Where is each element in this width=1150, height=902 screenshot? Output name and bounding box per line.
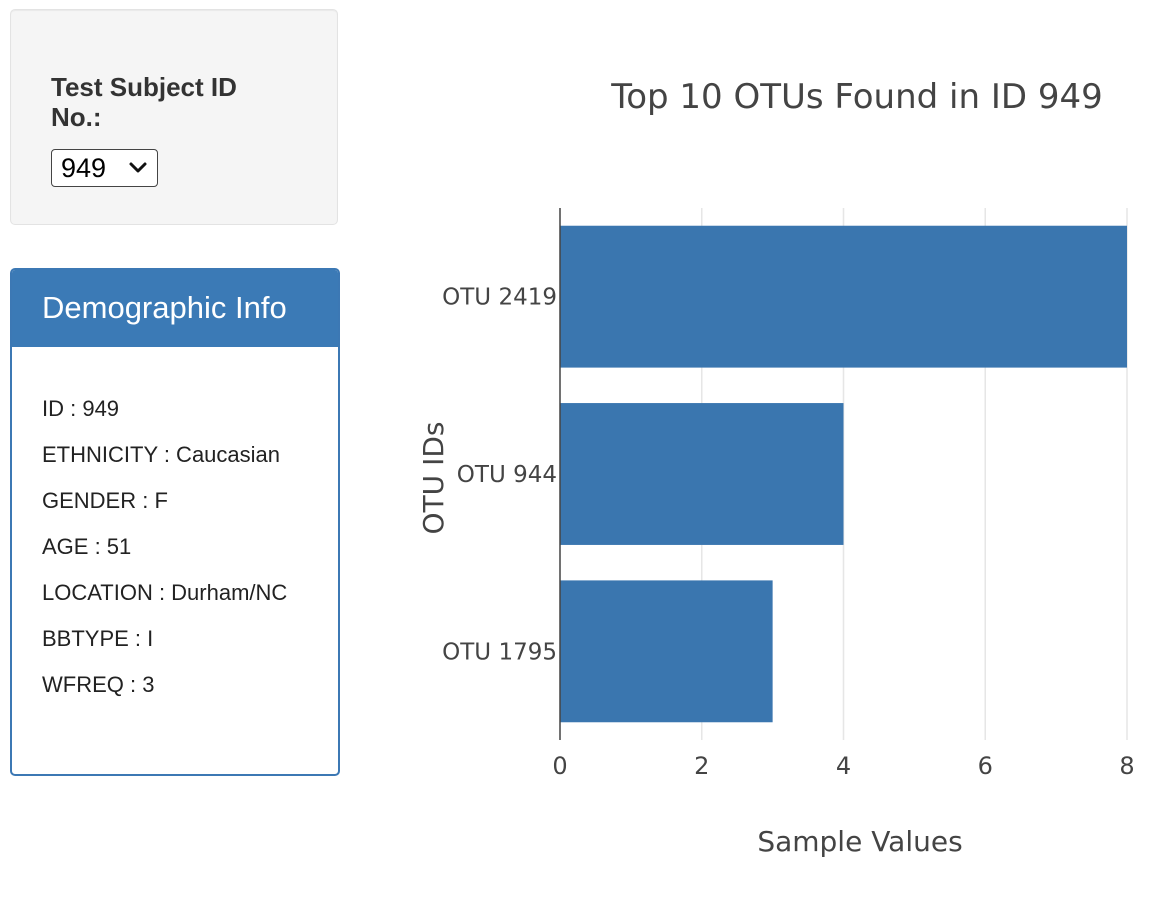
chart-y-ticks: OTU 2419 OTU 944 OTU 1795: [442, 285, 557, 666]
demographic-info-body: ID : 949 ETHNICITY : Caucasian GENDER : …: [42, 396, 332, 718]
bar-otu-2419[interactable]: [560, 225, 1127, 368]
x-tick-label: 0: [552, 752, 567, 780]
chart-bars: [560, 225, 1127, 723]
x-tick-label: 8: [1119, 752, 1134, 780]
info-age: AGE : 51: [42, 534, 132, 559]
info-ethnicity: ETHNICITY : Caucasian: [42, 442, 281, 467]
demographic-info-panel: Demographic Info ID : 949 ETHNICITY : Ca…: [10, 268, 340, 776]
y-tick-label: OTU 1795: [442, 639, 557, 665]
info-location: LOCATION : Durham/NC: [42, 580, 288, 605]
bar-otu-944[interactable]: [560, 403, 844, 545]
otu-bar-chart: Top 10 OTUs Found in ID 949 OTU 2419OTU …: [417, 77, 1135, 858]
y-tick-label: OTU 944: [457, 462, 557, 488]
x-tick-label: 6: [978, 752, 993, 780]
subject-selector-well: Test Subject ID No.: 949: [10, 9, 338, 225]
y-tick-label: OTU 2419: [442, 285, 557, 311]
x-axis-label: Sample Values: [757, 825, 962, 858]
info-wfreq: WFREQ : 3: [42, 672, 155, 697]
info-gender: GENDER : F: [42, 488, 168, 513]
x-tick-label: 2: [694, 752, 709, 780]
chart-x-ticks: 0 2 4 6 8: [552, 752, 1134, 780]
subject-id-selected-value: 949: [61, 153, 107, 183]
bar-otu-1795[interactable]: [560, 580, 773, 723]
x-tick-label: 4: [836, 752, 851, 780]
chart-title: Top 10 OTUs Found in ID 949: [610, 77, 1103, 117]
info-id: ID : 949: [42, 396, 120, 421]
subject-id-select[interactable]: 949: [51, 149, 158, 187]
info-bbtype: BBTYPE : I: [42, 626, 154, 651]
y-axis-label: OTU IDs: [417, 422, 450, 535]
subject-id-label: Test Subject ID No.:: [51, 72, 237, 132]
chevron-down-icon: [129, 162, 147, 173]
demographic-info-heading: Demographic Info: [12, 270, 338, 347]
